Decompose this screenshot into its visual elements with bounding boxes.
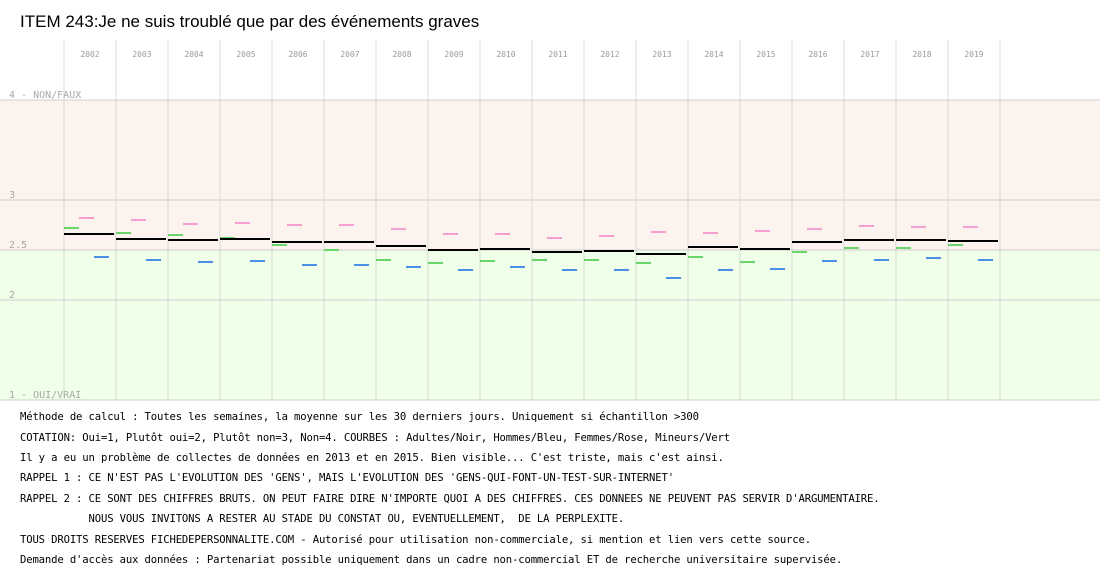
x-tick-label: 2017 — [860, 50, 879, 59]
note-rappel-2: RAPPEL 2 : CE SONT DES CHIFFRES BRUTS. O… — [20, 492, 880, 505]
y-tick-label: 2 — [9, 290, 15, 301]
x-tick-label: 2019 — [964, 50, 983, 59]
x-tick-label: 2015 — [756, 50, 775, 59]
x-tick-label: 2002 — [80, 50, 99, 59]
x-tick-label: 2010 — [496, 50, 515, 59]
note-rappel-1: RAPPEL 1 : CE N'EST PAS L'EVOLUTION DES … — [20, 472, 674, 485]
x-tick-label: 2004 — [184, 50, 203, 59]
note-data-access: Demande d'accès aux données : Partenaria… — [20, 554, 843, 567]
x-tick-label: 2007 — [340, 50, 359, 59]
y-tick-label: 4 - NON/FAUX — [9, 90, 81, 101]
x-tick-label: 2016 — [808, 50, 827, 59]
note-cotation: COTATION: Oui=1, Plutôt oui=2, Plutôt no… — [20, 431, 730, 444]
y-tick-label: 1 - OUI/VRAI — [9, 390, 81, 401]
chart-notes: Méthode de calcul : Toutes les semaines,… — [20, 402, 880, 575]
x-tick-label: 2014 — [704, 50, 723, 59]
note-collect-problem: Il y a eu un problème de collectes de do… — [20, 452, 724, 465]
x-tick-label: 2003 — [132, 50, 151, 59]
chart-title: ITEM 243:Je ne suis troublé que par des … — [20, 12, 480, 31]
note-rappel-2-cont: NOUS VOUS INVITONS A RESTER AU STADE DU … — [20, 513, 625, 526]
x-tick-label: 2013 — [652, 50, 671, 59]
footer-area — [0, 400, 1100, 500]
x-tick-label: 2018 — [912, 50, 931, 59]
x-tick-label: 2005 — [236, 50, 255, 59]
x-tick-label: 2009 — [444, 50, 463, 59]
note-method: Méthode de calcul : Toutes les semaines,… — [20, 411, 699, 424]
y-tick-label: 3 — [9, 190, 15, 201]
x-tick-label: 2006 — [288, 50, 307, 59]
background-band-1 — [0, 250, 1100, 400]
note-copyright: TOUS DROITS RESERVES FICHEDEPERSONNALITE… — [20, 533, 811, 546]
background-band-0 — [0, 100, 1100, 250]
x-tick-label: 2008 — [392, 50, 411, 59]
header-area — [0, 0, 1100, 100]
x-tick-label: 2011 — [548, 50, 567, 59]
x-tick-label: 2012 — [600, 50, 619, 59]
chart: 4 - NON/FAUX 3 2.5 2 1 - OUI/VRAI 2002 2003 200… — [0, 0, 1100, 500]
y-tick-label: 2.5 — [9, 240, 27, 251]
